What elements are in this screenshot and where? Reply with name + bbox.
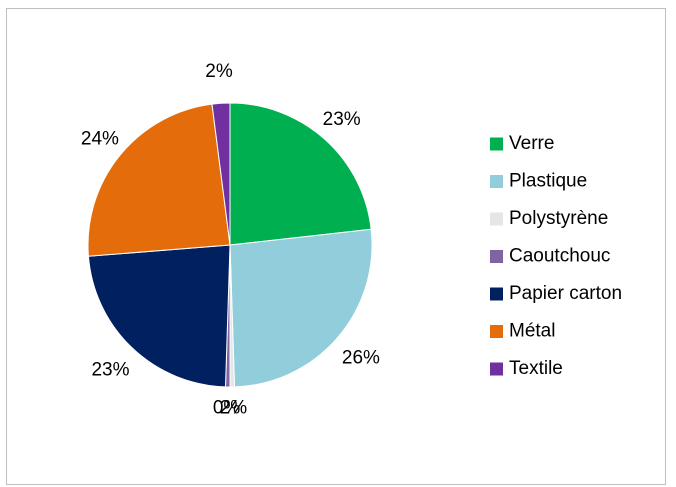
data-label-polystyrène: 0% [213,397,241,418]
pie-slices [87,102,373,388]
legend-label-métal: Métal [509,321,555,342]
legend-label-plastique: Plastique [509,171,587,192]
legend-swatch-métal [490,325,503,338]
data-label-métal: 24% [81,128,119,149]
pie-data-labels: 23%26%0%2%23%24%2% [81,61,380,418]
legend-swatch-verre [490,137,503,151]
legend-swatch-plastique [490,175,503,188]
data-label-plastique: 26% [342,347,380,368]
legend-swatch-papier-carton [490,287,503,301]
pie-slice-textile [211,102,231,246]
pie-slice-métal [87,103,231,257]
data-label-papier-carton: 23% [91,359,129,380]
legend: Verre Plastique Polystyrène Caoutchouc Papie… [490,133,622,379]
legend-swatch-caoutchouc [490,250,503,263]
legend-swatch-polystyrène [490,212,503,226]
pie-slice-verre [229,102,372,246]
data-label-verre: 23% [323,109,361,130]
legend-label-papier-carton: Papier carton [509,283,622,304]
data-label-caoutchouc: 2% [220,397,248,418]
legend-label-caoutchouc: Caoutchouc [509,246,610,267]
legend-label-textile: Textile [509,358,563,379]
legend-label-verre: Verre [509,133,554,154]
pie-slice-papier-carton [87,244,231,388]
pie-slice-plastique [229,228,373,388]
legend-label-polystyrène: Polystyrène [509,208,608,229]
legend-swatch-textile [490,362,503,376]
data-label-textile: 2% [205,61,233,82]
